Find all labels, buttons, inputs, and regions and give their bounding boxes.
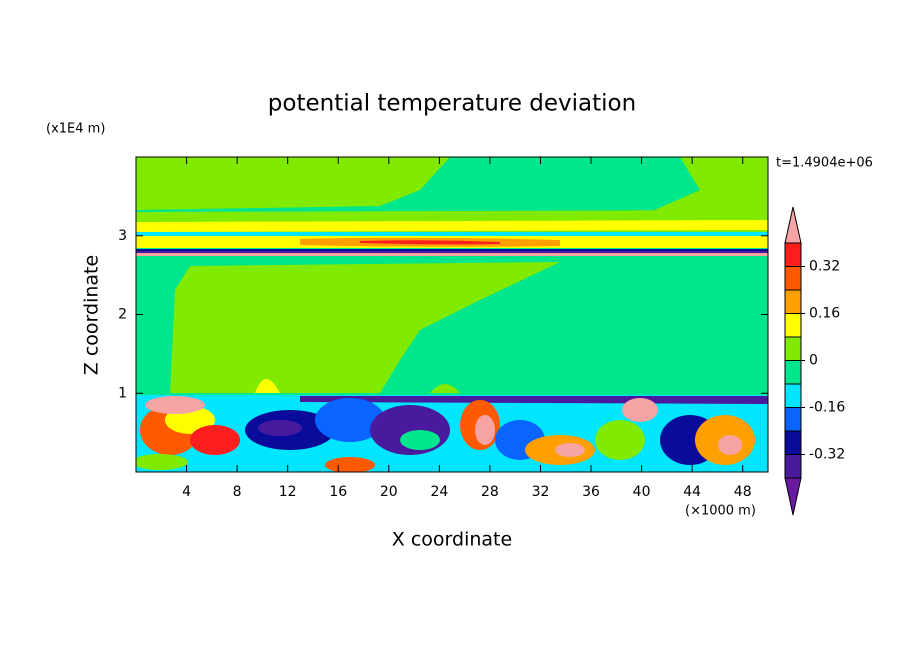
x-axis-label: X coordinate [392,529,512,551]
x-tick-label: 40 [633,484,651,500]
colorbar-tick-label: -0.32 [809,447,845,463]
time-label: t=1.4904e+06 [776,156,873,171]
x-tick-label: 48 [734,484,752,500]
colorbar-box [784,266,802,291]
colorbar-box [784,430,802,455]
y-axis-label: Z coordinate [81,255,103,375]
y-tick-label: 1 [118,385,127,401]
x-tick-label: 16 [329,484,347,500]
colorbar-tick-label: 0 [809,353,818,369]
y-tick-label: 3 [118,228,127,244]
x-tick-label: 32 [532,484,550,500]
x-tick-label: 44 [683,484,701,500]
y-unit: (x1E4 m) [46,122,105,137]
colorbar-box [784,360,802,385]
x-tick-label: 24 [430,484,448,500]
colorbar-box [784,336,802,361]
y-tick-label: 2 [118,307,127,323]
colorbar-box [784,289,802,314]
x-tick-label: 28 [481,484,499,500]
colorbar-tick-label: 0.16 [809,306,840,322]
x-tick-label: 20 [380,484,398,500]
colorbar-tick-label: 0.32 [809,259,840,275]
x-tick-label: 12 [279,484,297,500]
chart-title: potential temperature deviation [268,91,636,117]
colorbar-box [784,242,802,267]
x-tick-label: 4 [182,484,191,500]
colorbar-box [784,454,802,479]
x-tick-label: 36 [582,484,600,500]
x-tick-label: 8 [233,484,242,500]
colorbar-triangle [784,477,802,516]
colorbar-box [784,313,802,338]
contour-field [136,157,768,472]
colorbar-box [784,383,802,408]
x-unit: (×1000 m) [685,504,756,519]
colorbar-tick-label: -0.16 [809,400,845,416]
colorbar-box [784,407,802,432]
colorbar-triangle [784,206,802,244]
